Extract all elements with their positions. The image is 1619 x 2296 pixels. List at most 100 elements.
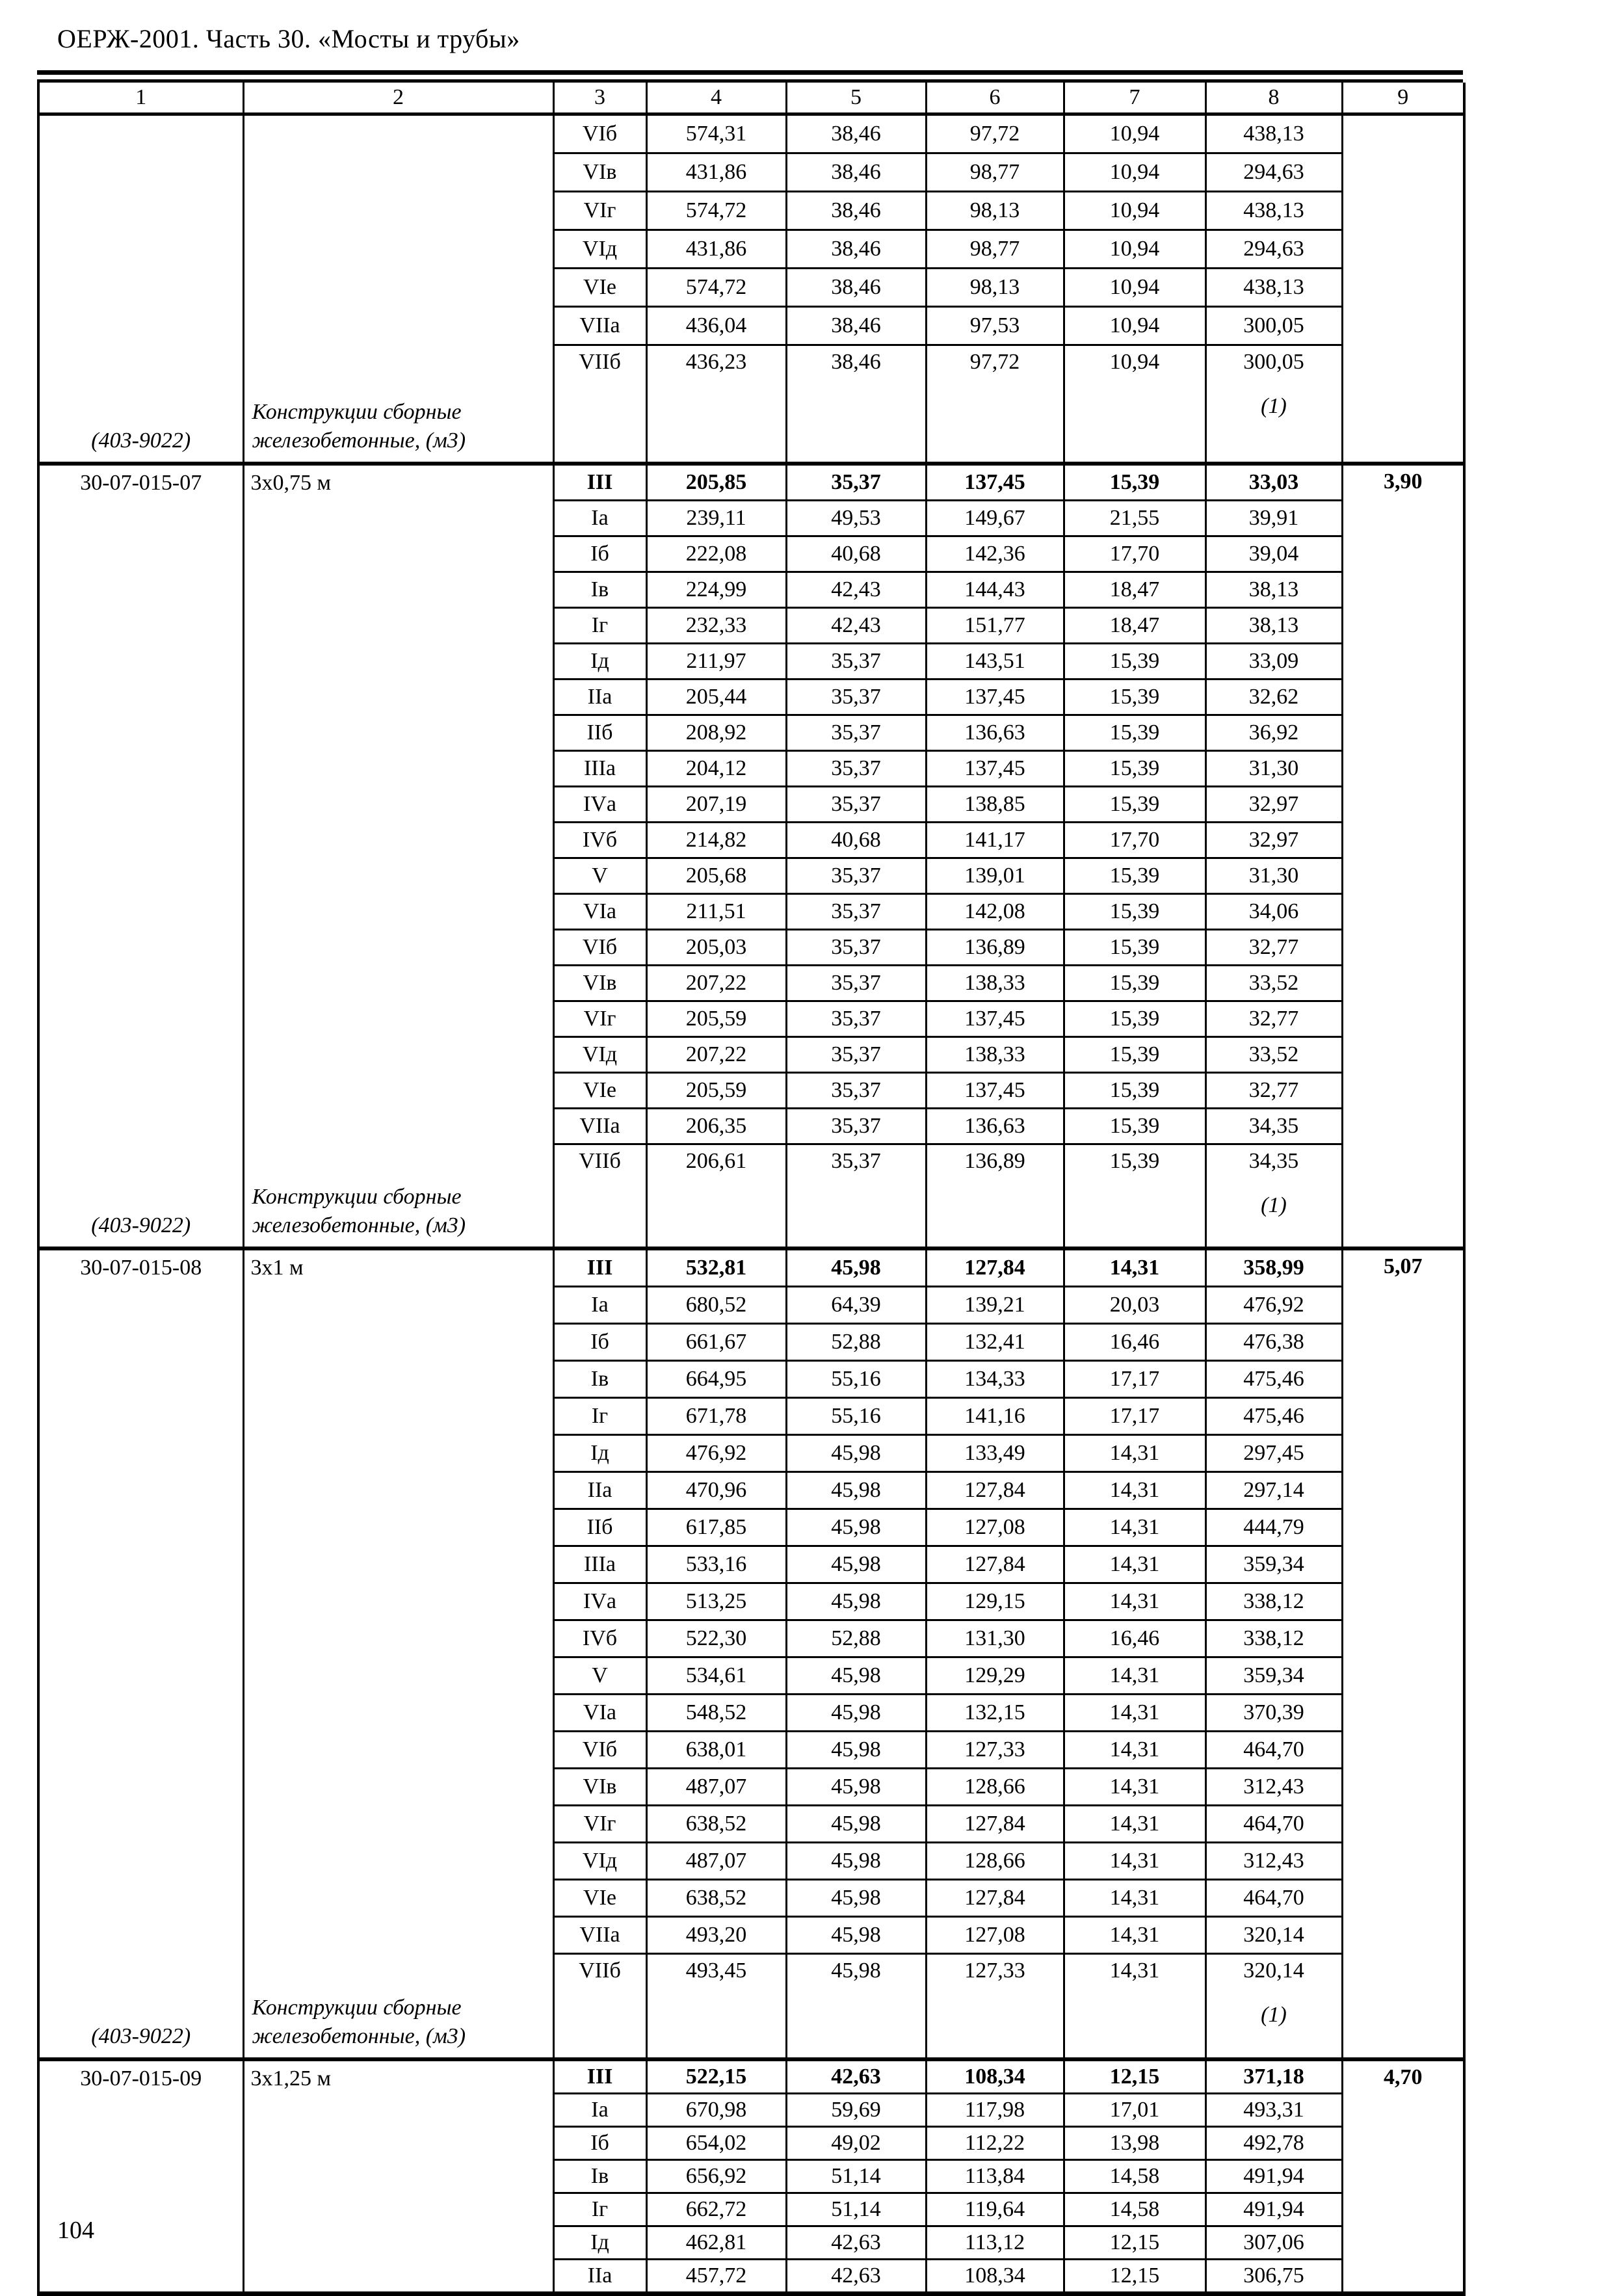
value-cell: 35,37 bbox=[785, 857, 927, 895]
table-row: VIд 207,22 35,37 138,33 15,39 33,52 bbox=[38, 1036, 1464, 1074]
value-cell: 34,35 bbox=[1204, 1107, 1343, 1145]
value-cell: 211,51 bbox=[645, 893, 787, 930]
value-cell: 127,84 bbox=[925, 1879, 1065, 1918]
value-cell: 35,37 bbox=[785, 1072, 927, 1109]
zone-cell: VIа bbox=[552, 893, 648, 930]
value-cell: 55,16 bbox=[785, 1397, 927, 1436]
value-cell: 45,98 bbox=[785, 1953, 927, 2061]
cell-factor: 5,07 bbox=[1341, 1247, 1466, 2061]
value-cell: 15,39 bbox=[1062, 964, 1207, 1002]
item-size: 3х1 м bbox=[250, 1256, 304, 1280]
table-row: Iд 476,92 45,98 133,49 14,31 297,45 bbox=[38, 1434, 1464, 1473]
table-row: VIв 431,86 38,46 98,77 10,94 294,63 bbox=[38, 152, 1464, 192]
value-cell: 15,39 bbox=[1062, 1107, 1207, 1145]
footnote-marker: (1) bbox=[1261, 1193, 1287, 1217]
value-cell: 127,08 bbox=[925, 1916, 1065, 1955]
value-cell: 205,68 bbox=[645, 857, 787, 895]
table-row: V 534,61 45,98 129,29 14,31 359,34 bbox=[38, 1656, 1464, 1695]
value-cell: 522,15 bbox=[645, 2057, 787, 2094]
value-cell: 45,98 bbox=[785, 1434, 927, 1473]
value-cell: 136,63 bbox=[925, 1107, 1065, 1145]
zone-cell: IIб bbox=[552, 1508, 648, 1547]
zone-cell: VIIа bbox=[552, 1916, 648, 1955]
value-cell: 300,05 bbox=[1204, 306, 1343, 346]
value-cell: 671,78 bbox=[645, 1397, 787, 1436]
item-code: 30-07-015-08 bbox=[80, 1256, 202, 1280]
rates-table-body: (403-9022) Конструкции сборные железобетон… bbox=[37, 113, 1466, 2295]
value-cell: 470,96 bbox=[645, 1471, 787, 1510]
value-cell: 371,18 bbox=[1204, 2057, 1343, 2094]
table-row: VIIб 436,23 38,46 97,72 10,94 300,05 (1) bbox=[38, 344, 1464, 465]
value-cell: 15,39 bbox=[1062, 750, 1207, 787]
value-cell: 38,46 bbox=[785, 344, 927, 465]
value-cell: 548,52 bbox=[645, 1693, 787, 1732]
value-cell: 136,63 bbox=[925, 714, 1065, 752]
value-cell: 206,61 bbox=[645, 1143, 787, 1250]
value-cell: 127,84 bbox=[925, 1247, 1065, 1287]
table-row: 30-07-015-09 3х1,25 м III 522,15 42,63 108,34… bbox=[37, 2057, 1466, 2295]
zone-cell: Iв bbox=[552, 1360, 648, 1399]
resource-name: Конструкции сборные железобетонные, (м3) bbox=[245, 1994, 551, 2051]
value-cell: 12,15 bbox=[1062, 2258, 1207, 2295]
value-cell: 370,39 bbox=[1204, 1693, 1343, 1732]
value-cell: 14,31 bbox=[1062, 1508, 1207, 1547]
value-cell: 31,30 bbox=[1204, 750, 1343, 787]
value-cell: 35,37 bbox=[785, 929, 927, 966]
cell-value: 320,14 bbox=[1243, 1959, 1304, 1983]
zone-cell: VIб bbox=[552, 929, 648, 966]
value-cell: 144,43 bbox=[925, 571, 1065, 609]
column-number: 3 bbox=[552, 83, 648, 116]
value-cell: 438,13 bbox=[1204, 267, 1343, 308]
cell-item-code: 30-07-015-09 bbox=[37, 2057, 244, 2295]
value-cell: 10,94 bbox=[1062, 344, 1207, 465]
value-cell: 232,33 bbox=[645, 607, 787, 644]
cell-value: 493,45 bbox=[685, 1959, 747, 1983]
zone-cell: VIг bbox=[552, 1804, 648, 1843]
value-cell: 35,37 bbox=[785, 1000, 927, 1038]
zone-cell: VIIб bbox=[552, 1953, 648, 2061]
item-size: 3х1,25 м bbox=[250, 2066, 332, 2091]
zone-cell: V bbox=[552, 1656, 648, 1695]
resource-name-line: Конструкции сборные bbox=[252, 399, 462, 424]
value-cell: 138,33 bbox=[925, 1036, 1065, 1074]
value-cell: 205,44 bbox=[645, 678, 787, 716]
resource-name: Конструкции сборные железобетонные, (м3) bbox=[245, 398, 551, 455]
value-cell: 35,37 bbox=[785, 785, 927, 823]
cell-value: 127,33 bbox=[964, 1959, 1025, 1983]
value-cell: 214,82 bbox=[645, 821, 787, 859]
value-cell: 108,34 bbox=[925, 2057, 1065, 2094]
value-cell: 108,34 bbox=[925, 2258, 1065, 2295]
table-top-double-rule bbox=[37, 70, 1463, 83]
value-cell: 14,31 bbox=[1062, 1471, 1207, 1510]
cell-value: 206,61 bbox=[685, 1149, 747, 1173]
value-cell: 15,39 bbox=[1062, 1072, 1207, 1109]
value-cell: 438,13 bbox=[1204, 113, 1343, 154]
table-row: Iв 224,99 42,43 144,43 18,47 38,13 bbox=[38, 571, 1464, 609]
value-cell: 129,29 bbox=[925, 1656, 1065, 1695]
resource-code: (403-9022) bbox=[91, 2024, 191, 2048]
value-cell: 142,08 bbox=[925, 893, 1065, 930]
cell-factor: 3,90 bbox=[1341, 462, 1466, 1250]
table-row: IIа 205,44 35,37 137,45 15,39 32,62 bbox=[38, 678, 1464, 716]
table-row: VIа 211,51 35,37 142,08 15,39 34,06 bbox=[38, 893, 1464, 930]
value-cell: 45,98 bbox=[785, 1879, 927, 1918]
value-cell: 15,39 bbox=[1062, 857, 1207, 895]
table-row: VIв 487,07 45,98 128,66 14,31 312,43 bbox=[38, 1767, 1464, 1806]
value-cell: 14,31 bbox=[1062, 1730, 1207, 1769]
value-cell: 151,77 bbox=[925, 607, 1065, 644]
value-cell: 127,33 bbox=[925, 1730, 1065, 1769]
value-cell: 35,37 bbox=[785, 462, 927, 501]
value-cell: 33,03 bbox=[1204, 462, 1343, 501]
table-row: Iб 222,08 40,68 142,36 17,70 39,04 bbox=[38, 535, 1464, 573]
value-cell: 294,63 bbox=[1204, 229, 1343, 269]
value-cell: 211,97 bbox=[645, 642, 787, 680]
value-cell: 444,79 bbox=[1204, 1508, 1343, 1547]
zone-cell: IVб bbox=[552, 1619, 648, 1658]
value-cell: 457,72 bbox=[645, 2258, 787, 2295]
cell-value: 136,89 bbox=[964, 1149, 1025, 1173]
value-cell: 132,41 bbox=[925, 1323, 1065, 1362]
value-cell: 638,52 bbox=[645, 1804, 787, 1843]
value-cell: 14,31 bbox=[1062, 1247, 1207, 1287]
cell-item-code: 30-07-015-08 (403-9022) bbox=[37, 1247, 244, 2061]
zone-cell: Iв bbox=[552, 571, 648, 609]
